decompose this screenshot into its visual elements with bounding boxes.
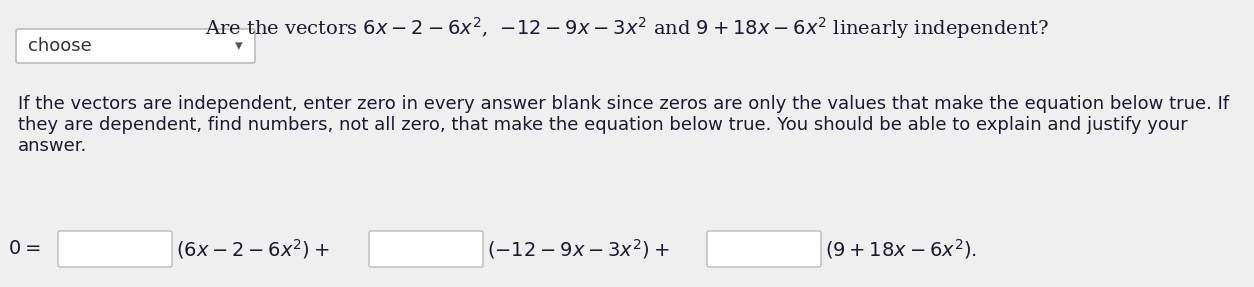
Text: $(9 + 18x - 6x^2).$: $(9 + 18x - 6x^2).$ [825,237,977,261]
Text: answer.: answer. [18,137,88,155]
Text: they are dependent, find numbers, not all zero, that make the equation below tru: they are dependent, find numbers, not al… [18,116,1188,134]
Text: $(-12 - 9x - 3x^2)+$: $(-12 - 9x - 3x^2)+$ [487,237,670,261]
FancyBboxPatch shape [16,29,255,63]
Text: $0 =$: $0 =$ [8,240,40,258]
FancyBboxPatch shape [707,231,821,267]
Text: choose: choose [28,37,92,55]
Text: ▾: ▾ [236,38,243,53]
Text: Are the vectors $6x - 2 - 6x^2$,  $-12 - 9x - 3x^2$ and $9 + 18x - 6x^2$ linearl: Are the vectors $6x - 2 - 6x^2$, $-12 - … [204,15,1050,41]
FancyBboxPatch shape [58,231,172,267]
FancyBboxPatch shape [369,231,483,267]
Text: $(6x - 2 - 6x^2)+$: $(6x - 2 - 6x^2)+$ [176,237,330,261]
Text: If the vectors are independent, enter zero in every answer blank since zeros are: If the vectors are independent, enter ze… [18,95,1229,113]
